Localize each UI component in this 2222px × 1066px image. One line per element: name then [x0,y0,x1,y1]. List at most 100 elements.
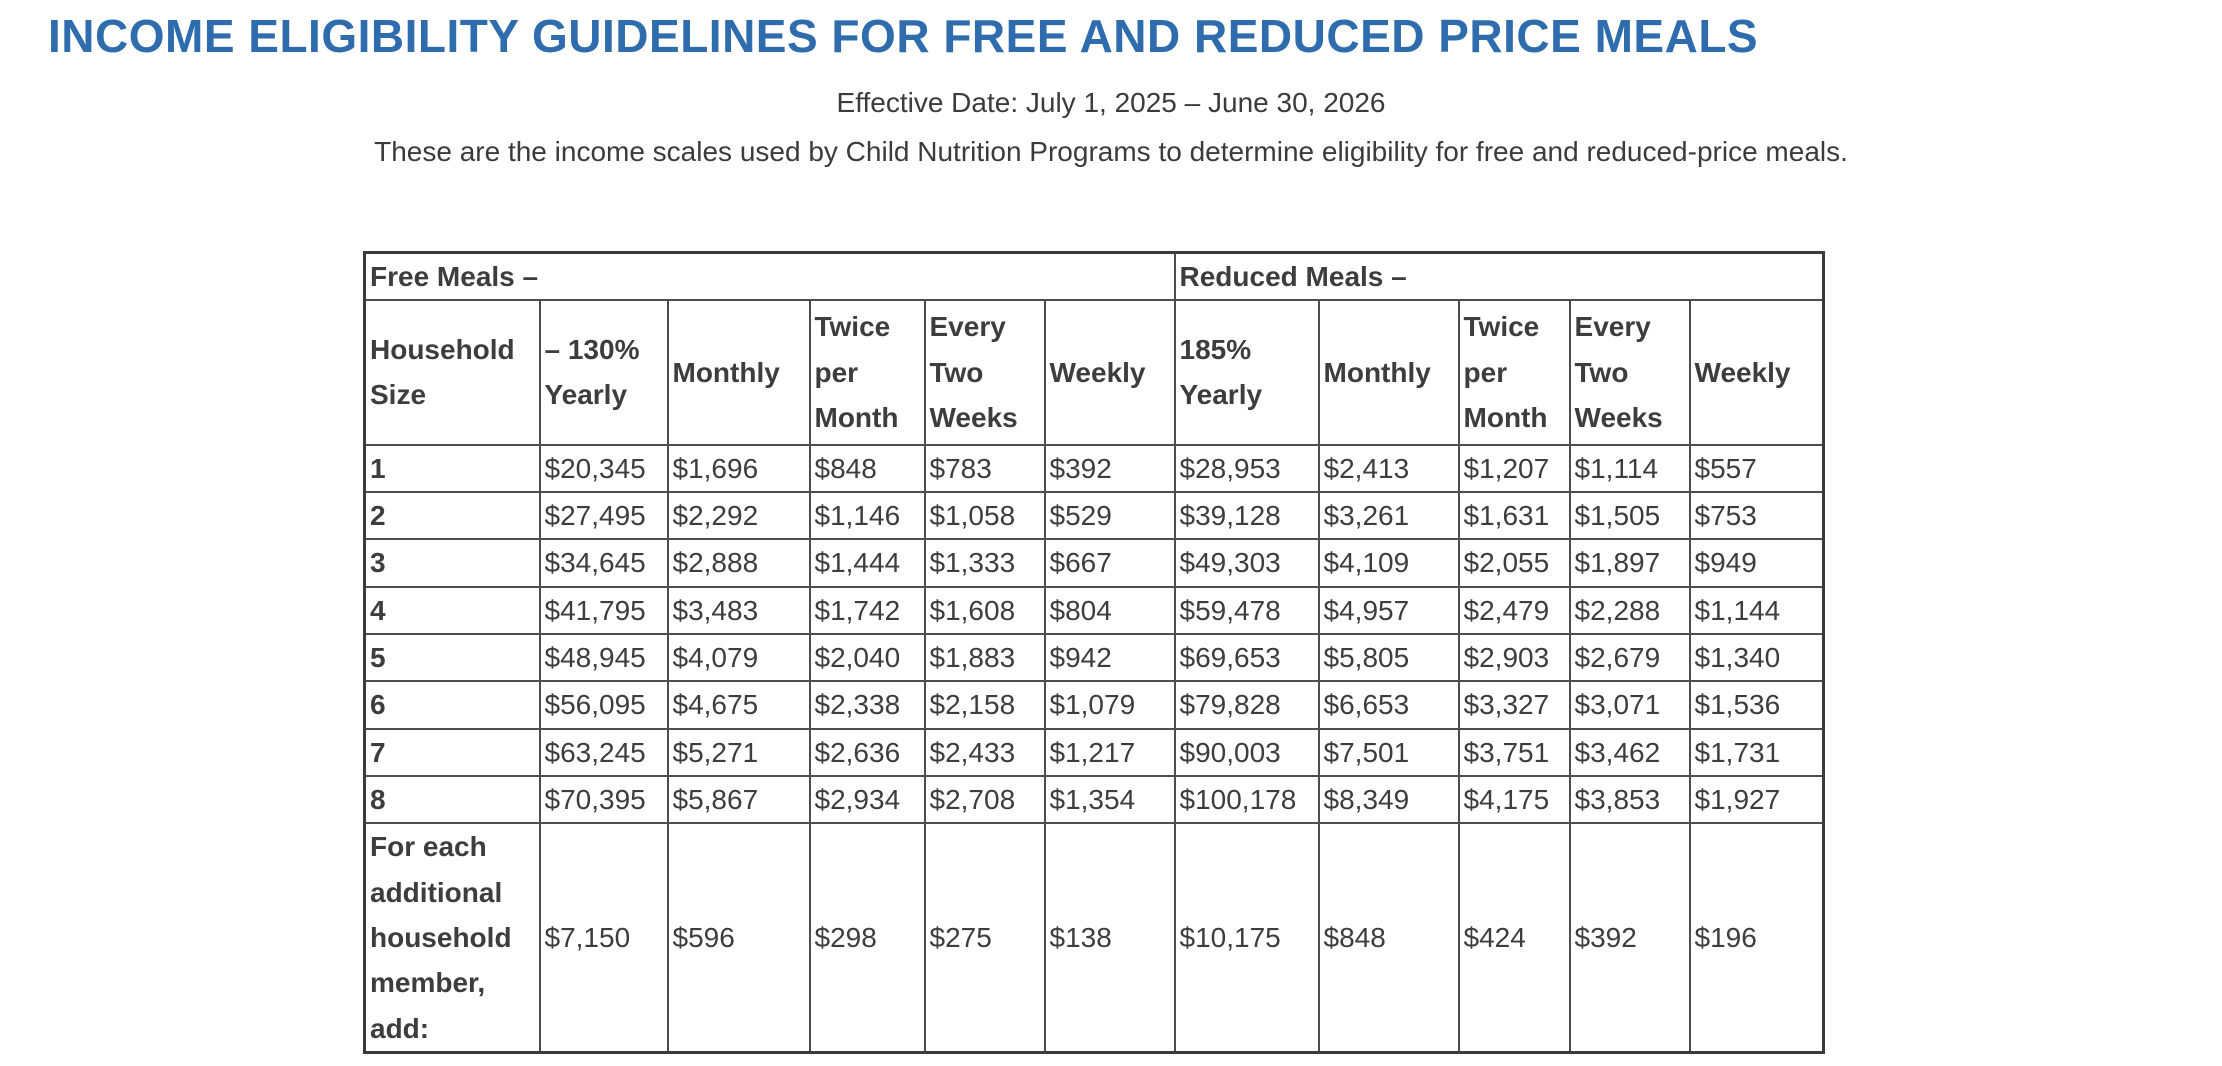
table-row: 7 $63,245 $5,271 $2,636 $2,433 $1,217 $90,003 $… [363,727,1825,778]
value-cell: $1,354 [1043,775,1176,825]
income-eligibility-table: Free Meals – Reduced Meals – Household S… [363,251,1826,1055]
row-label: 1 [363,443,541,493]
value-cell: $70,395 [538,775,669,825]
col-header-reduced-every-two-weeks: Every Two Weeks [1568,299,1691,446]
value-cell: $1,340 [1688,632,1825,683]
value-cell: $529 [1043,490,1176,541]
value-cell: $1,207 [1457,443,1571,493]
value-cell: $275 [923,822,1046,1054]
value-cell: $848 [808,443,926,493]
value-cell: $392 [1568,822,1691,1054]
col-header-reduced-weekly: Weekly [1688,299,1825,446]
col-header-reduced-monthly: Monthly [1317,299,1460,446]
value-cell: $138 [1043,822,1176,1054]
row-label: 3 [363,538,541,588]
value-cell: $1,927 [1688,775,1825,825]
value-cell: $2,158 [923,680,1046,730]
value-cell: $2,338 [808,680,926,730]
value-cell: $557 [1688,443,1825,493]
row-label: For each additional household member, ad… [363,822,541,1054]
value-cell: $79,828 [1173,680,1320,730]
value-cell: $1,536 [1688,680,1825,730]
intro-text: These are the income scales used by Chil… [374,136,1848,168]
row-label: 5 [363,632,541,683]
col-header-free-yearly: – 130% Yearly [538,299,669,446]
value-cell: $1,897 [1568,538,1691,588]
value-cell: $90,003 [1173,727,1320,778]
value-cell: $39,128 [1173,490,1320,541]
value-cell: $5,805 [1317,632,1460,683]
value-cell: $667 [1043,538,1176,588]
value-cell: $2,903 [1457,632,1571,683]
value-cell: $4,957 [1317,585,1460,635]
column-header-row: Household Size – 130% Yearly Monthly Twi… [363,299,1825,446]
value-cell: $1,146 [808,490,926,541]
value-cell: $783 [923,443,1046,493]
value-cell: $4,675 [666,680,811,730]
value-cell: $3,261 [1317,490,1460,541]
table-row: For each additional household member, ad… [363,822,1825,1054]
value-cell: $56,095 [538,680,669,730]
value-cell: $804 [1043,585,1176,635]
value-cell: $1,696 [666,443,811,493]
value-cell: $848 [1317,822,1460,1054]
value-cell: $27,495 [538,490,669,541]
value-cell: $1,217 [1043,727,1176,778]
value-cell: $59,478 [1173,585,1320,635]
value-cell: $10,175 [1173,822,1320,1054]
value-cell: $1,114 [1568,443,1691,493]
col-header-free-monthly: Monthly [666,299,811,446]
table-row: 6 $56,095 $4,675 $2,338 $2,158 $1,079 $79,828 $… [363,680,1825,730]
value-cell: $100,178 [1173,775,1320,825]
value-cell: $596 [666,822,811,1054]
value-cell: $2,679 [1568,632,1691,683]
col-header-free-twice-per-month: Twice per Month [808,299,926,446]
value-cell: $2,433 [923,727,1046,778]
value-cell: $2,055 [1457,538,1571,588]
value-cell: $63,245 [538,727,669,778]
row-label: 2 [363,490,541,541]
value-cell: $7,501 [1317,727,1460,778]
value-cell: $3,462 [1568,727,1691,778]
value-cell: $392 [1043,443,1176,493]
value-cell: $8,349 [1317,775,1460,825]
value-cell: $1,742 [808,585,926,635]
value-cell: $3,483 [666,585,811,635]
value-cell: $3,751 [1457,727,1571,778]
value-cell: $1,505 [1568,490,1691,541]
value-cell: $3,327 [1457,680,1571,730]
value-cell: $1,883 [923,632,1046,683]
group-header-reduced-meals: Reduced Meals – [1173,251,1825,302]
value-cell: $1,333 [923,538,1046,588]
table-row: 2 $27,495 $2,292 $1,146 $1,058 $529 $39,128 $3,… [363,490,1825,541]
value-cell: $2,708 [923,775,1046,825]
value-cell: $196 [1688,822,1825,1054]
table-row: 4 $41,795 $3,483 $1,742 $1,608 $804 $59,478 $4,… [363,585,1825,635]
row-label: 4 [363,585,541,635]
value-cell: $48,945 [538,632,669,683]
value-cell: $28,953 [1173,443,1320,493]
value-cell: $949 [1688,538,1825,588]
value-cell: $2,479 [1457,585,1571,635]
group-header-row: Free Meals – Reduced Meals – [363,251,1825,302]
effective-date-text: Effective Date: July 1, 2025 – June 30, … [836,86,1386,118]
value-cell: $3,853 [1568,775,1691,825]
value-cell: $5,271 [666,727,811,778]
value-cell: $49,303 [1173,538,1320,588]
value-cell: $1,079 [1043,680,1176,730]
value-cell: $2,292 [666,490,811,541]
value-cell: $1,608 [923,585,1046,635]
value-cell: $2,288 [1568,585,1691,635]
value-cell: $7,150 [538,822,669,1054]
value-cell: $3,071 [1568,680,1691,730]
value-cell: $1,058 [923,490,1046,541]
value-cell: $942 [1043,632,1176,683]
value-cell: $4,175 [1457,775,1571,825]
value-cell: $424 [1457,822,1571,1054]
row-label: 6 [363,680,541,730]
table-row: 3 $34,645 $2,888 $1,444 $1,333 $667 $49,303 $4,… [363,538,1825,588]
col-header-household-size: Household Size [363,299,541,446]
table-body: 1 $20,345 $1,696 $848 $783 $392 $28,953 $2,413 $… [363,443,1825,1054]
col-header-reduced-yearly: 185% Yearly [1173,299,1320,446]
value-cell: $1,144 [1688,585,1825,635]
